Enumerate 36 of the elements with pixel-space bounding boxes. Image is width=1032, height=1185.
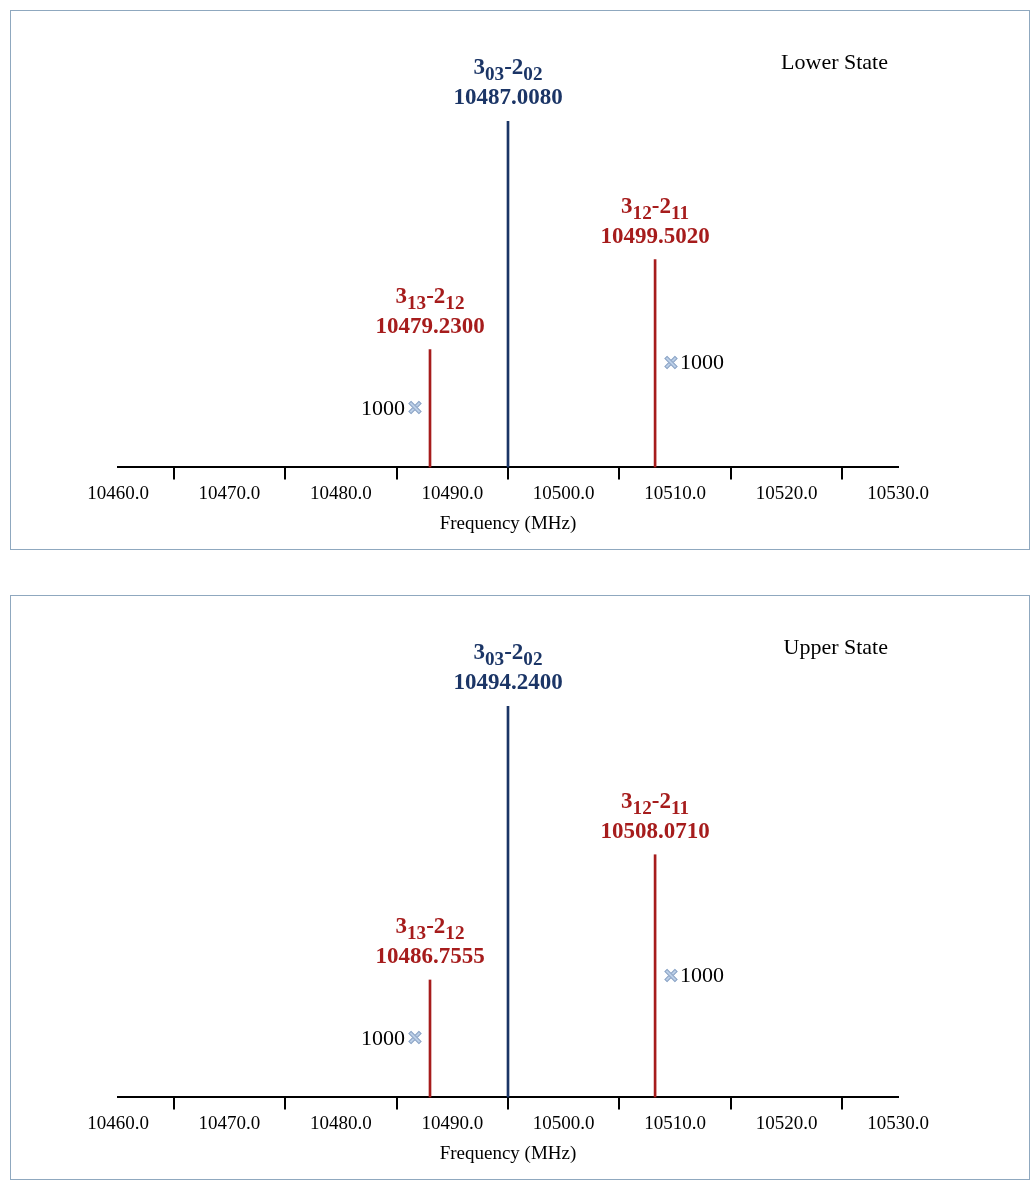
x-tick-label: 10520.0: [755, 481, 818, 503]
x-tick-label: 10460.0: [87, 481, 149, 503]
x-tick-label: 10480.0: [309, 481, 372, 503]
annotation: 10486.7555: [375, 942, 485, 968]
x-tick-label: 10520.0: [755, 1111, 818, 1133]
x-tick-label: 10500.0: [532, 481, 595, 503]
x-tick-label: 10490.0: [421, 481, 484, 503]
x-tick-label: 10500.0: [532, 1111, 595, 1133]
x-tick-label: 10470.0: [198, 481, 261, 503]
text: Upper State: [783, 634, 888, 659]
annotation: 3$_{13}$-2$_{12}$: [395, 282, 465, 313]
x-tick-label: 10480.0: [309, 1111, 372, 1133]
annotation: 10499.5020: [600, 222, 710, 248]
x-tick-label: 10490.0: [421, 1111, 484, 1133]
annotation: 10508.0710: [600, 817, 710, 843]
annotation: 1000: [680, 349, 725, 375]
annotation: 3$_{12}$-2$_{11}$: [621, 192, 690, 223]
annotation: 3$_{03}$-2$_{02}$: [473, 639, 543, 669]
x-tick-label: 10460.0: [87, 1111, 149, 1133]
annotation: 3$_{03}$-2$_{02}$: [473, 54, 543, 84]
annotation: 3$_{12}$-2$_{11}$: [621, 787, 690, 818]
x-tick-label: 10510.0: [644, 1111, 707, 1133]
annotation: 10479.2300: [375, 312, 485, 338]
text: Lower State: [781, 49, 888, 74]
annotation: 1000: [361, 394, 405, 420]
annotation: 1000: [680, 962, 725, 988]
annotation: 1000: [361, 1024, 405, 1050]
annotation: 3$_{13}$-2$_{12}$: [395, 912, 465, 943]
x-axis-title: Frequency (MHz): [439, 511, 577, 534]
x-tick-label: 10510.0: [644, 481, 707, 503]
x-axis-title: Frequency (MHz): [439, 1141, 577, 1164]
x-tick-label: 10470.0: [198, 1111, 261, 1133]
x-tick-label: 10530.0: [867, 481, 929, 503]
annotation: 10487.0080: [453, 84, 563, 109]
annotation: 10494.2400: [453, 669, 563, 694]
x-tick-label: 10530.0: [867, 1111, 929, 1133]
